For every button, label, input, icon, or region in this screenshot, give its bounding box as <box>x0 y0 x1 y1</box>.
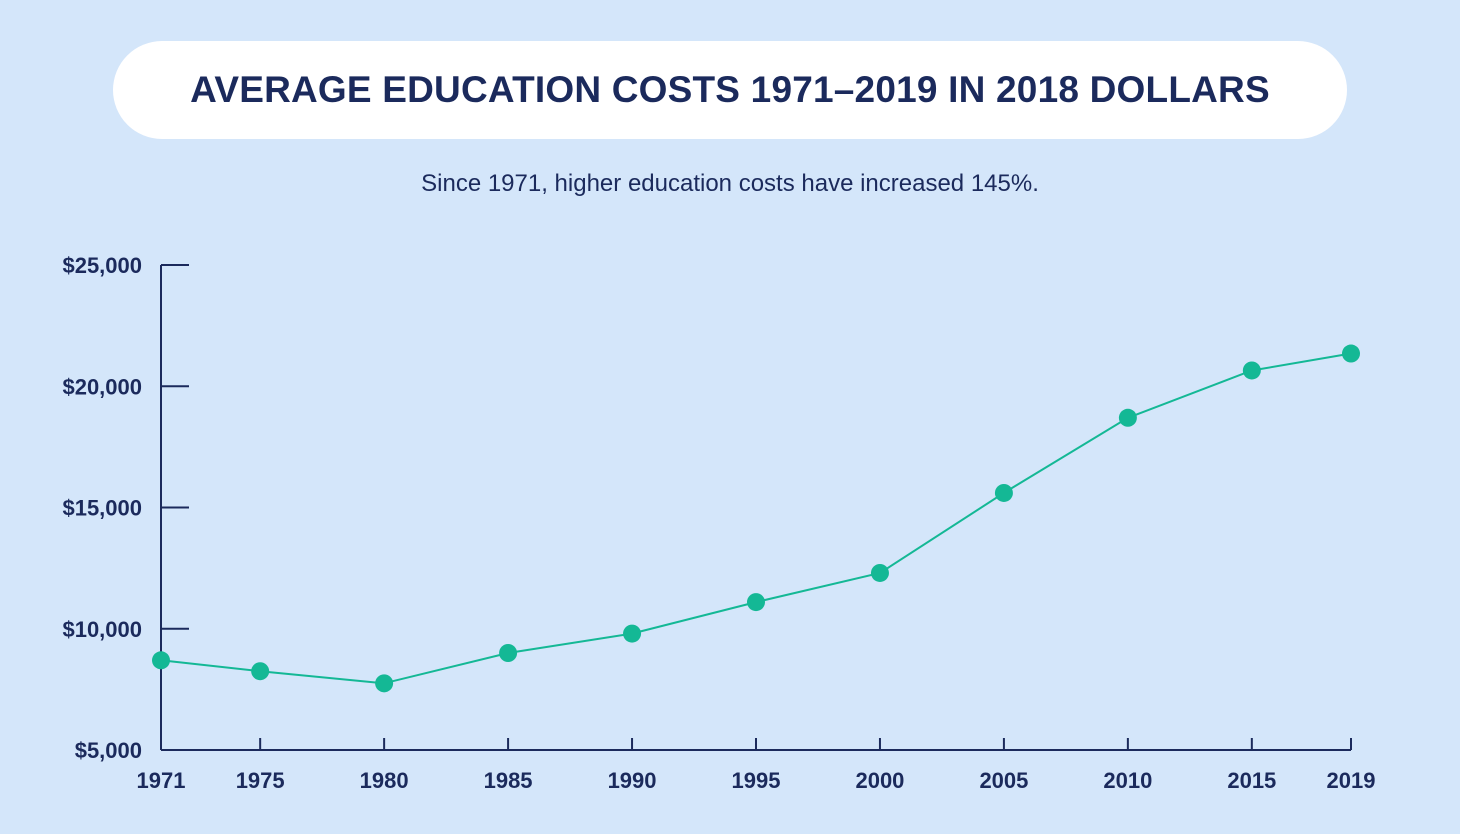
data-point <box>994 483 1013 502</box>
x-tick-label: 1985 <box>484 768 533 793</box>
x-tick-label: 2015 <box>1227 768 1276 793</box>
x-tick-label: 2005 <box>979 768 1028 793</box>
x-tick-label: 2000 <box>855 768 904 793</box>
x-tick-label: 2019 <box>1327 768 1376 793</box>
y-tick-label: $10,000 <box>62 617 142 642</box>
y-tick-label: $15,000 <box>62 496 142 521</box>
x-tick-label: 1995 <box>732 768 781 793</box>
data-point <box>375 674 394 693</box>
data-point <box>251 662 270 681</box>
data-point <box>1118 408 1137 427</box>
data-point <box>623 624 642 643</box>
title-banner: AVERAGE EDUCATION COSTS 1971–2019 IN 201… <box>113 41 1347 139</box>
chart-title: AVERAGE EDUCATION COSTS 1971–2019 IN 201… <box>190 69 1270 110</box>
data-point <box>1242 361 1261 380</box>
chart-subtitle: Since 1971, higher education costs have … <box>421 170 1039 197</box>
series-line <box>160 352 1352 685</box>
data-point <box>152 651 170 670</box>
x-tick-label: 1980 <box>360 768 409 793</box>
data-point <box>1342 344 1360 363</box>
y-tick-label: $5,000 <box>75 738 142 763</box>
x-tick-label: 1971 <box>137 768 186 793</box>
data-point <box>747 593 765 612</box>
data-point <box>870 563 889 582</box>
x-tick-label: 1990 <box>608 768 657 793</box>
x-tick-label: 2010 <box>1103 768 1152 793</box>
data-point <box>499 644 518 662</box>
x-tick-label: 1975 <box>236 768 285 793</box>
y-tick-label: $20,000 <box>62 374 142 399</box>
y-tick-label: $25,000 <box>62 253 142 278</box>
